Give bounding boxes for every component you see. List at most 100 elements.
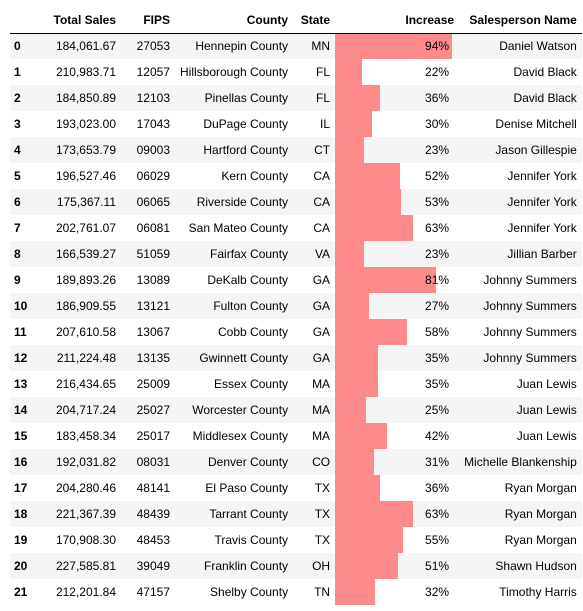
cell-salesperson-name: Juan Lewis	[516, 429, 577, 443]
increase-bar	[335, 423, 388, 449]
increase-bar	[335, 345, 379, 371]
cell-salesperson-name: Shawn Hudson	[495, 559, 577, 573]
increase-label: 63%	[425, 507, 450, 521]
header-county: County	[175, 8, 294, 34]
row-index: 1	[14, 65, 21, 79]
table-row: 7 202,761.07 06081 San Mateo County CA 63% Jen…	[10, 215, 582, 241]
cell-fips: 48141	[136, 481, 170, 495]
table-row: 0 184,061.67 27053 Hennepin County MN 94% Dani…	[10, 33, 582, 59]
row-index: 21	[14, 585, 28, 599]
header-total-sales: Total Sales	[36, 8, 121, 34]
increase-label: 42%	[425, 429, 450, 443]
cell-salesperson-name: David Black	[513, 65, 577, 79]
cell-fips: 25027	[136, 403, 170, 417]
cell-fips: 17043	[136, 117, 170, 131]
sales-dataframe-table: Total Sales FIPS County State Increase S…	[10, 8, 582, 605]
increase-bar	[335, 397, 367, 423]
cell-state: FL	[316, 91, 331, 105]
cell-increase: 30%	[335, 111, 459, 137]
cell-increase: 53%	[335, 189, 459, 215]
increase-label: 36%	[425, 91, 450, 105]
cell-total-sales: 193,023.00	[55, 117, 116, 131]
cell-state: TX	[314, 481, 331, 495]
cell-county: Worcester County	[192, 403, 289, 417]
cell-salesperson-name: Michelle Blankenship	[464, 455, 577, 469]
cell-increase: 35%	[335, 371, 459, 397]
increase-label: 55%	[425, 533, 450, 547]
cell-county: El Paso County	[205, 481, 289, 495]
cell-total-sales: 227,585.81	[55, 559, 116, 573]
cell-state: CT	[314, 143, 331, 157]
cell-increase: 23%	[335, 137, 459, 163]
cell-fips: 09003	[136, 143, 170, 157]
cell-salesperson-name: Timothy Harris	[499, 585, 577, 599]
cell-state: MN	[311, 39, 331, 54]
cell-county: Riverside County	[196, 195, 289, 209]
cell-fips: 12057	[136, 65, 170, 79]
cell-fips: 06029	[136, 169, 170, 183]
cell-increase: 51%	[335, 553, 459, 579]
cell-salesperson-name: Jennifer York	[507, 221, 577, 235]
increase-label: 30%	[425, 117, 450, 131]
row-index: 12	[14, 351, 28, 365]
cell-fips: 13089	[136, 273, 170, 287]
cell-salesperson-name: Jennifer York	[507, 169, 577, 183]
cell-increase: 27%	[335, 293, 459, 319]
cell-county: Cobb County	[218, 325, 289, 339]
cell-county: Middlesex County	[192, 429, 289, 443]
table-row: 9 189,893.26 13089 DeKalb County GA 81% Johnny…	[10, 267, 582, 293]
increase-label: 25%	[425, 403, 450, 417]
cell-state: GA	[312, 351, 331, 365]
row-index: 11	[14, 325, 27, 339]
row-index: 3	[14, 117, 21, 131]
cell-fips: 48453	[136, 533, 170, 547]
cell-increase: 32%	[335, 579, 459, 605]
cell-fips: 47157	[136, 585, 170, 599]
cell-state: MA	[312, 403, 331, 417]
increase-bar	[335, 527, 404, 553]
increase-bar	[335, 59, 363, 85]
cell-state: OH	[312, 559, 331, 573]
cell-state: GA	[312, 325, 331, 339]
cell-total-sales: 210,983.71	[55, 65, 116, 79]
increase-label: 27%	[425, 299, 450, 313]
cell-fips: 39049	[136, 559, 170, 573]
header-increase: Increase	[335, 8, 460, 34]
cell-salesperson-name: Jason Gillespie	[495, 143, 577, 157]
cell-state: MA	[312, 377, 331, 391]
table-row: 14 204,717.24 25027 Worcester County MA 25% Ju…	[10, 397, 582, 423]
cell-county: Pinellas County	[204, 91, 289, 105]
increase-bar	[335, 215, 414, 241]
cell-total-sales: 186,909.55	[55, 299, 116, 313]
increase-label: 36%	[425, 481, 450, 495]
cell-county: Franklin County	[204, 559, 289, 573]
cell-county: Hartford County	[203, 143, 289, 157]
cell-salesperson-name: Johnny Summers	[483, 325, 577, 339]
cell-salesperson-name: David Black	[513, 91, 577, 105]
cell-salesperson-name: Johnny Summers	[483, 273, 577, 287]
cell-total-sales: 202,761.07	[55, 221, 116, 235]
row-index: 19	[14, 533, 28, 547]
cell-increase: 63%	[335, 501, 459, 527]
increase-bar	[335, 501, 414, 527]
cell-total-sales: 183,458.34	[55, 429, 116, 443]
cell-county: San Mateo County	[188, 221, 289, 235]
row-index: 8	[14, 247, 21, 261]
increase-label: 35%	[425, 351, 450, 365]
table-row: 2 184,850.89 12103 Pinellas County FL 36% Davi…	[10, 85, 582, 111]
cell-salesperson-name: Daniel Watson	[499, 39, 577, 54]
increase-label: 53%	[425, 195, 450, 209]
cell-state: FL	[316, 65, 331, 79]
table-header: Total Sales FIPS County State Increase S…	[10, 8, 582, 34]
cell-county: Shelby County	[210, 585, 289, 599]
increase-label: 52%	[425, 169, 450, 183]
cell-fips: 25017	[136, 429, 170, 443]
cell-state: CO	[312, 455, 331, 469]
cell-total-sales: 166,539.27	[55, 247, 116, 261]
cell-fips: 13121	[136, 299, 170, 313]
cell-salesperson-name: Ryan Morgan	[504, 507, 577, 521]
increase-label: 51%	[425, 559, 450, 573]
cell-salesperson-name: Johnny Summers	[483, 351, 577, 365]
increase-label: 22%	[425, 65, 450, 79]
increase-bar	[335, 189, 401, 215]
